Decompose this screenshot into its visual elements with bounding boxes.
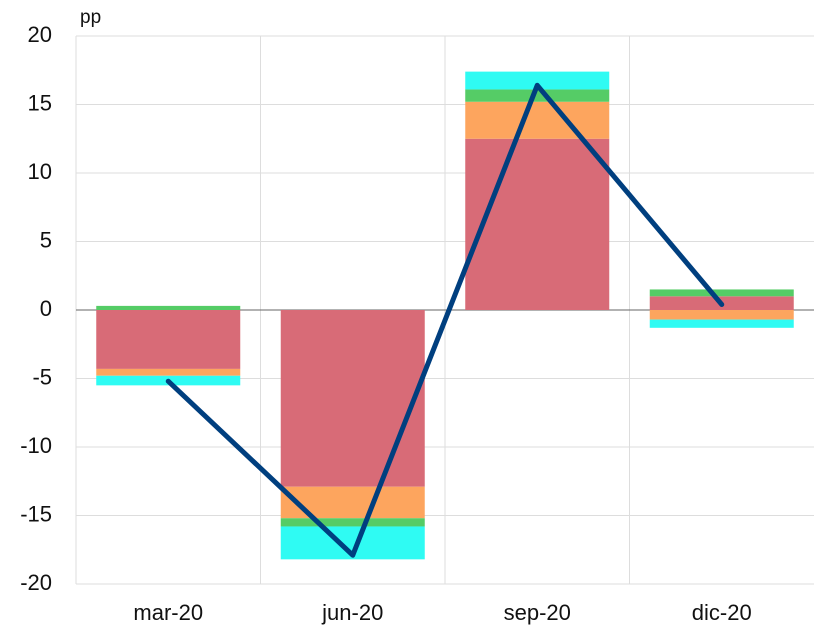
bar-segment (649, 289, 794, 297)
y-tick-label: -15 (20, 501, 52, 526)
bar-segment (96, 305, 241, 310)
x-tick-label: mar-20 (133, 600, 203, 625)
x-tick-label: sep-20 (504, 600, 571, 625)
bar-segment (96, 310, 241, 369)
y-tick-label: -10 (20, 433, 52, 458)
bar-segment (280, 518, 425, 527)
bar-segment (465, 138, 610, 310)
bar-segment (96, 368, 241, 376)
y-tick-label: 0 (40, 296, 52, 321)
bar-segment (465, 71, 610, 90)
line (165, 82, 725, 558)
bar-segment (280, 486, 425, 519)
x-tick-label: dic-20 (692, 600, 752, 625)
y-tick-label: -5 (32, 364, 52, 389)
bar-segment (465, 89, 610, 102)
y-tick-label: 5 (40, 227, 52, 252)
y-tick-label: -20 (20, 570, 52, 595)
bar-segment (280, 310, 425, 487)
bar-segment (649, 310, 794, 320)
bar-segment (465, 101, 610, 139)
y-tick-label: 20 (28, 22, 52, 47)
bar-segment (649, 319, 794, 328)
x-tick-label: jun-20 (321, 600, 383, 625)
y-axis-label: pp (80, 7, 101, 28)
y-tick-label: 10 (28, 159, 52, 184)
y-tick-label: 15 (28, 90, 52, 115)
